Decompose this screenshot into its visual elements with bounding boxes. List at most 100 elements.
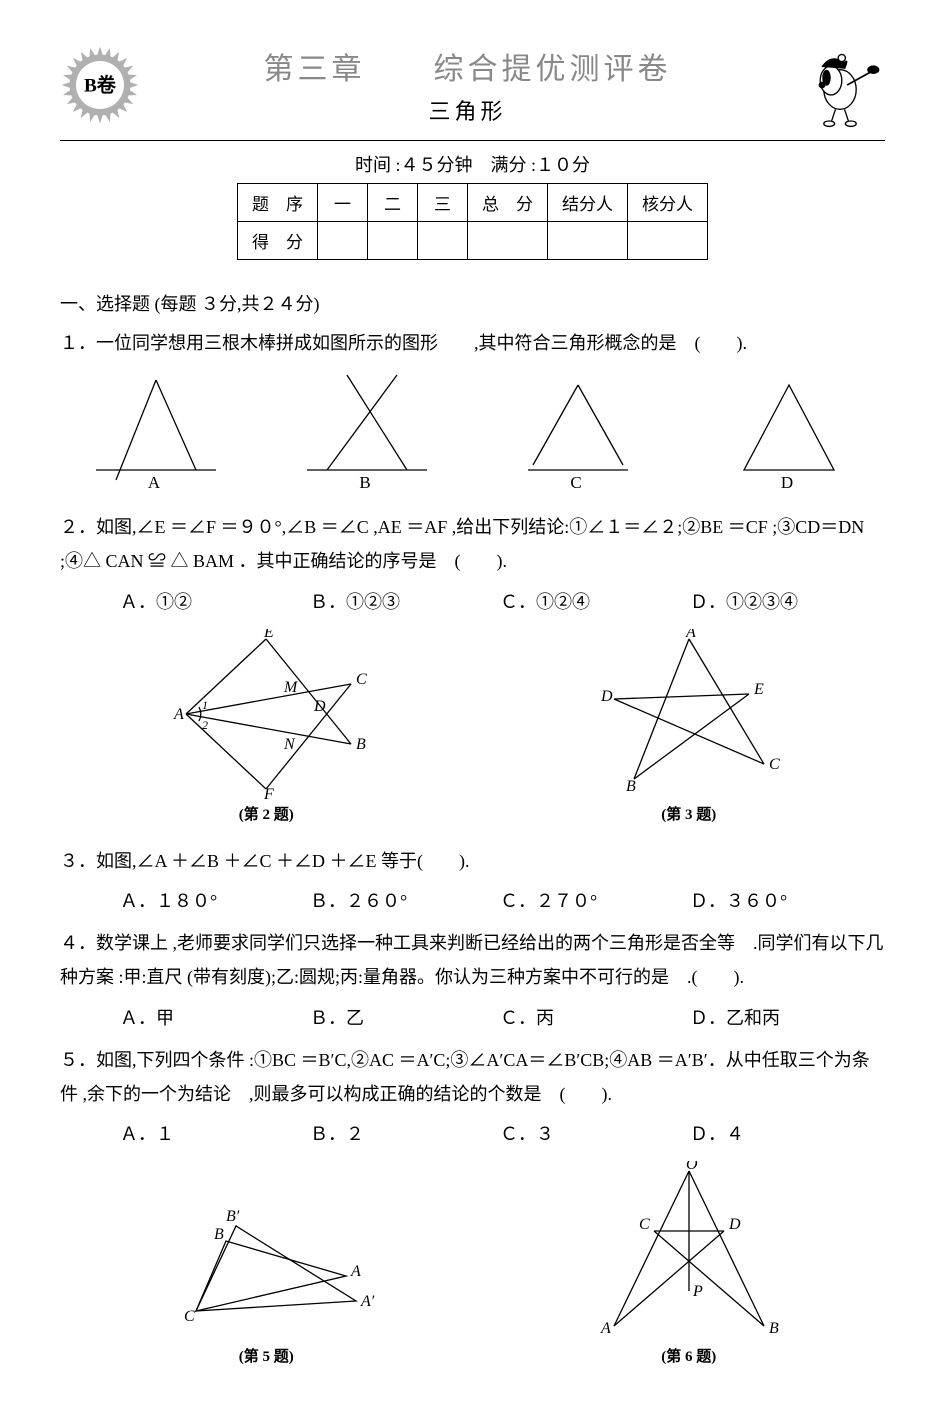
- q5-text: ５．如图,下列四个条件 :①BC ＝B′C,②AC ＝A′C;③∠A′CA＝∠B…: [60, 1050, 870, 1104]
- q6-caption: (第 6 题): [589, 1345, 789, 1366]
- opt-b: Ｂ．２: [310, 1117, 480, 1151]
- title-block: 第三章 综合提优测评卷 三角形: [160, 44, 775, 126]
- chapter-num: 第三章: [264, 53, 366, 86]
- q3-figure: A B C D E (第 3 题): [589, 629, 789, 824]
- opt-a: Ａ．１: [120, 1117, 290, 1151]
- opt-d: Ｄ．乙和丙: [690, 1001, 860, 1035]
- label: O: [686, 1161, 698, 1173]
- question-3: ３．如图,∠A ＋∠B ＋∠C ＋∠D ＋∠E 等于( ). Ａ．１８０° Ｂ．…: [60, 844, 885, 918]
- cell: [368, 222, 418, 260]
- table-row: 题 序 一 二 三 总 分 结分人 核分人: [238, 184, 708, 222]
- label: A: [685, 629, 696, 641]
- cell: 得 分: [238, 222, 318, 260]
- chapter-title: 第三章 综合提优测评卷: [160, 44, 775, 88]
- label: E: [753, 681, 764, 698]
- opt-d: Ｄ．３６０°: [690, 884, 860, 918]
- opt-b: Ｂ．乙: [310, 1001, 480, 1035]
- opt-b: Ｂ．２６０°: [310, 884, 480, 918]
- q5-options: Ａ．１ Ｂ．２ Ｃ．３ Ｄ．４: [120, 1117, 885, 1151]
- q5-figure: C A A′ B B′ (第 5 题): [156, 1201, 376, 1366]
- table-row: 得 分: [238, 222, 708, 260]
- badge-svg: B卷: [60, 45, 140, 125]
- label: B: [626, 778, 636, 795]
- label: N: [283, 736, 296, 753]
- label: A: [350, 1263, 361, 1280]
- label: B: [769, 1320, 779, 1337]
- label: C: [769, 756, 780, 773]
- label: D: [781, 473, 793, 490]
- page-header: B卷 第三章 综合提优测评卷 三角形: [60, 40, 885, 130]
- question-5: ５．如图,下列四个条件 :①BC ＝B′C,②AC ＝A′C;③∠A′CA＝∠B…: [60, 1043, 885, 1152]
- label: A: [173, 706, 184, 723]
- q4-text: ４．数学课上 ,老师要求同学们只选择一种工具来判断已经给出的两个三角形是否全等 …: [60, 933, 884, 987]
- cell: 总 分: [468, 184, 548, 222]
- q1-figures: A B C: [60, 370, 885, 490]
- label: B: [214, 1226, 224, 1243]
- badge-text: B卷: [84, 73, 117, 96]
- q2-caption: (第 2 题): [156, 803, 376, 824]
- cell: 三: [418, 184, 468, 222]
- cell: 一: [318, 184, 368, 222]
- chapter-name: 综合提优测评卷: [434, 53, 672, 86]
- label: B: [356, 736, 366, 753]
- q2-options: Ａ．①② Ｂ．①②③ Ｃ．①②④ Ｄ．①②③④: [120, 585, 885, 619]
- opt-d: Ｄ．４: [690, 1117, 860, 1151]
- label: B: [359, 473, 370, 490]
- q3-options: Ａ．１８０° Ｂ．２６０° Ｃ．２７０° Ｄ．３６０°: [120, 884, 885, 918]
- q3-text: ３．如图,∠A ＋∠B ＋∠C ＋∠D ＋∠E 等于( ).: [60, 851, 470, 871]
- q1-fig-b: B: [297, 370, 437, 490]
- opt-b: Ｂ．①②③: [310, 585, 480, 619]
- q5-caption: (第 5 题): [156, 1345, 376, 1366]
- cell: 题 序: [238, 184, 318, 222]
- label: F: [263, 786, 274, 799]
- time-text: 时间 :４５分钟: [355, 155, 473, 175]
- label: 2: [202, 718, 208, 732]
- label: 1: [202, 698, 208, 712]
- label: C: [639, 1216, 650, 1233]
- opt-a: Ａ．１８０°: [120, 884, 290, 918]
- label: C: [356, 671, 367, 688]
- subtitle: 三角形: [160, 94, 775, 126]
- cell: [548, 222, 628, 260]
- cell: 结分人: [548, 184, 628, 222]
- label: M: [283, 679, 299, 696]
- label: A: [600, 1320, 611, 1337]
- opt-a: Ａ．甲: [120, 1001, 290, 1035]
- cell: [318, 222, 368, 260]
- cell: [468, 222, 548, 260]
- cell: 二: [368, 184, 418, 222]
- fullmark-text: 满分 :１０分: [491, 155, 591, 175]
- opt-c: Ｃ．２７０°: [500, 884, 670, 918]
- cell: [628, 222, 708, 260]
- cell: 核分人: [628, 184, 708, 222]
- label: C: [184, 1308, 195, 1325]
- question-1: １．一位同学想用三根木棒拼成如图所示的图形 ,其中符合三角形概念的是 ( ). …: [60, 326, 885, 490]
- opt-a: Ａ．①②: [120, 585, 290, 619]
- section-1-title: 一、选择题 (每题 ３分,共２４分): [60, 290, 885, 316]
- q2-text: ２．如图,∠E ＝∠F ＝９０°,∠B ＝∠C ,AE ＝AF ,给出下列结论:…: [60, 517, 864, 571]
- label: A: [147, 473, 160, 490]
- label: E: [263, 629, 274, 641]
- q1-text: １．一位同学想用三根木棒拼成如图所示的图形 ,其中符合三角形概念的是 ( ).: [60, 333, 747, 353]
- opt-c: Ｃ．３: [500, 1117, 670, 1151]
- score-table: 题 序 一 二 三 总 分 结分人 核分人 得 分: [237, 183, 708, 260]
- question-4: ４．数学课上 ,老师要求同学们只选择一种工具来判断已经给出的两个三角形是否全等 …: [60, 926, 885, 1035]
- label: D: [313, 698, 326, 715]
- question-2: ２．如图,∠E ＝∠F ＝９０°,∠B ＝∠C ,AE ＝AF ,给出下列结论:…: [60, 510, 885, 619]
- label: A′: [360, 1293, 375, 1310]
- label: D: [600, 688, 613, 705]
- q1-fig-c: C: [508, 370, 648, 490]
- q2-figure: A E F C B M N D 1 2 (第 2 题): [156, 629, 376, 824]
- label: B′: [226, 1208, 240, 1225]
- mascot-icon: [795, 40, 885, 130]
- q1-fig-a: A: [86, 370, 226, 490]
- q1-fig-d: D: [719, 370, 859, 490]
- q6-figure: O A B C D P (第 6 题): [589, 1161, 789, 1366]
- opt-d: Ｄ．①②③④: [690, 585, 860, 619]
- opt-c: Ｃ．丙: [500, 1001, 670, 1035]
- label: C: [570, 473, 581, 490]
- cell: [418, 222, 468, 260]
- label: P: [692, 1283, 703, 1300]
- opt-c: Ｃ．①②④: [500, 585, 670, 619]
- header-divider: [60, 140, 885, 141]
